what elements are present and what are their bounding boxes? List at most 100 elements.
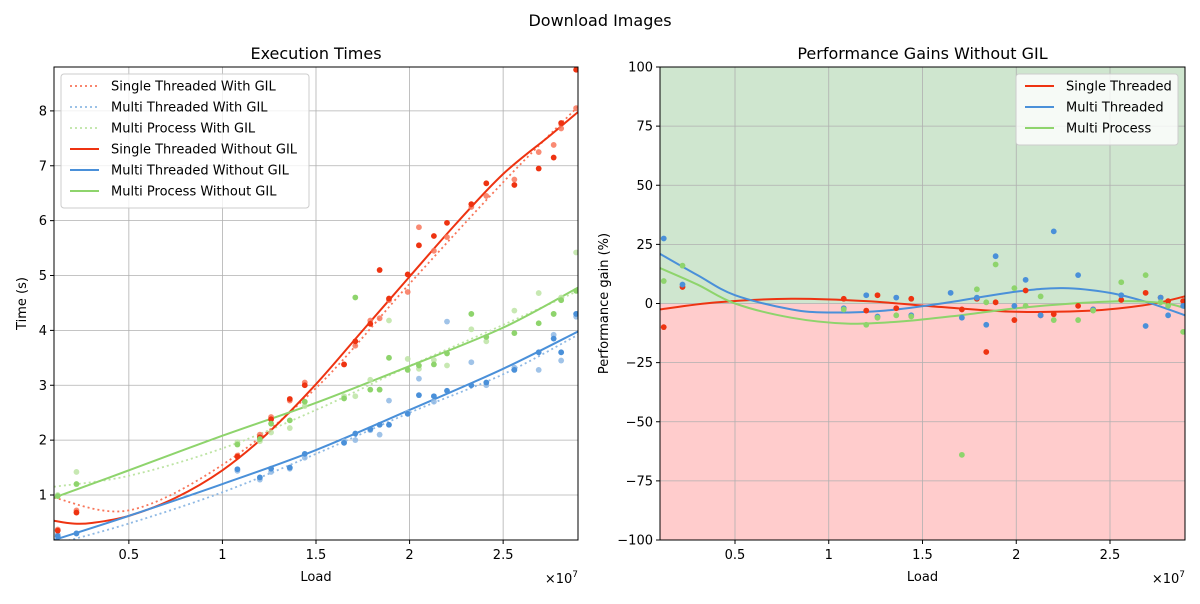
data-point (54, 493, 61, 500)
data-point (511, 366, 518, 373)
data-point (73, 469, 80, 475)
data-point (341, 361, 347, 368)
data-point (679, 281, 686, 288)
legend-label: Multi Process Without GIL (111, 185, 277, 200)
y-tick-label: −75 (626, 474, 653, 489)
legend-frame (60, 73, 310, 209)
data-point (376, 421, 383, 428)
data-point (558, 120, 565, 126)
chart-title: Execution Times (250, 44, 381, 63)
data-point (301, 450, 308, 457)
chart-title: Performance Gains Without GIL (797, 44, 1047, 63)
data-point (444, 318, 450, 325)
x-tick-label: 2 (405, 548, 413, 563)
x-tick-label: 2.5 (493, 548, 514, 563)
data-point (973, 294, 980, 301)
data-point (1118, 279, 1125, 286)
data-point (893, 312, 900, 319)
data-points (54, 67, 578, 540)
data-point (573, 287, 578, 294)
data-point (468, 359, 475, 366)
x-tick-label: 2.5 (1100, 548, 1121, 563)
data-point (1118, 292, 1125, 299)
data-point (558, 357, 565, 364)
data-point (416, 392, 422, 399)
y-tick-label: 100 (628, 61, 653, 76)
data-point (573, 311, 578, 317)
data-points (660, 228, 1185, 458)
y-tick-label: 50 (636, 179, 653, 194)
legend-frame (1015, 73, 1179, 146)
trend-line (660, 295, 1185, 314)
data-point (1022, 302, 1029, 309)
data-point (947, 289, 954, 296)
data-point (341, 395, 347, 402)
y-tick-label: −25 (626, 356, 653, 371)
data-point (558, 125, 565, 132)
data-point (1157, 299, 1164, 306)
data-point (840, 295, 847, 302)
y-tick-label: 5 (39, 269, 47, 284)
data-point (286, 464, 293, 471)
data-point (431, 398, 437, 405)
data-point (908, 295, 915, 302)
data-point (301, 398, 308, 405)
data-point (431, 361, 437, 368)
data-point (1142, 272, 1149, 279)
data-point (511, 176, 518, 183)
data-point (386, 295, 392, 302)
data-point (468, 201, 475, 208)
data-point (908, 313, 915, 320)
data-point (404, 366, 411, 373)
data-point (352, 393, 359, 400)
data-point (983, 321, 990, 328)
data-point (1165, 302, 1172, 309)
data-point (573, 105, 578, 112)
data-point (376, 315, 383, 322)
data-point (386, 317, 392, 324)
y-tick-label: −50 (626, 415, 653, 430)
data-point (550, 311, 557, 317)
trend-line (54, 330, 578, 540)
legend-label: Single Threaded (1066, 80, 1172, 95)
data-point (352, 338, 359, 345)
data-point (376, 267, 383, 273)
data-point (367, 320, 374, 327)
data-point (1180, 328, 1185, 335)
data-point (1075, 302, 1082, 309)
data-point (301, 382, 308, 389)
data-point (1157, 294, 1164, 301)
trend-line (66, 333, 578, 540)
data-point (73, 530, 80, 537)
data-point (1050, 317, 1057, 323)
data-point (468, 326, 475, 333)
data-point (54, 533, 61, 540)
data-point (1022, 287, 1029, 294)
trend-line (660, 252, 1185, 317)
data-point (550, 335, 557, 342)
data-point (1090, 307, 1097, 314)
data-point (535, 165, 542, 172)
data-point (431, 247, 437, 254)
x-tick-label: 1 (218, 548, 226, 563)
data-point (376, 386, 383, 393)
data-point (958, 314, 965, 321)
data-point (483, 379, 490, 386)
data-point (483, 180, 490, 187)
data-point (352, 342, 359, 349)
axis-ticks: 0.5 1 1.5 2 2.5 −100 −75 −50 −25 0 25 50 75 100 (617, 61, 1120, 564)
data-point (444, 219, 450, 226)
data-point (511, 330, 518, 337)
data-point (367, 376, 374, 383)
data-point (660, 324, 667, 331)
data-point (341, 439, 347, 446)
data-point (863, 321, 870, 328)
x-tick-label: 2 (1012, 548, 1020, 563)
data-point (444, 362, 450, 369)
execution-times-chart: 0.5 1 1.5 2 2.5 1 2 3 4 5 6 7 8 Execution Times Load… (15, 44, 579, 587)
data-point (992, 299, 999, 306)
data-point (983, 299, 990, 306)
data-point (535, 366, 542, 373)
data-point (268, 465, 274, 472)
data-point (416, 242, 422, 249)
